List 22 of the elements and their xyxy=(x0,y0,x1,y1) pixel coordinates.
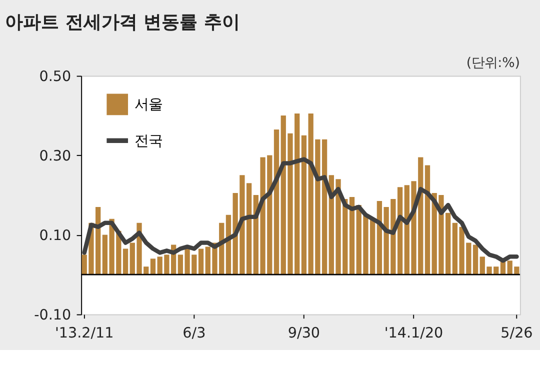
text: (단위:%) xyxy=(466,56,520,72)
bar xyxy=(349,197,355,275)
y-tick-label: 0.10 xyxy=(39,228,72,244)
x-tick-label: 5/26 xyxy=(500,326,533,342)
y-tick-label: -0.10 xyxy=(34,308,72,324)
x-tick-label: '14.1/20 xyxy=(384,326,444,342)
bar xyxy=(472,244,478,275)
bar xyxy=(198,248,204,275)
line-series xyxy=(82,157,519,263)
bar xyxy=(274,129,280,275)
x-tick-label: 6/3 xyxy=(182,326,206,342)
bar xyxy=(301,135,307,275)
x-tick-label: '13.2/11 xyxy=(54,326,114,342)
y-tick-label: 0.50 xyxy=(39,69,72,86)
legend-label: 서울 xyxy=(134,97,163,114)
y-tick-label: 0.30 xyxy=(39,148,72,165)
bar xyxy=(150,258,156,275)
bar xyxy=(424,165,430,275)
legend-label: 전국 xyxy=(134,133,163,150)
x-tick-label: 9/30 xyxy=(288,326,320,342)
bar xyxy=(122,248,128,275)
chart-title: 아파트 전세가격 변동률 추이 xyxy=(4,12,240,34)
